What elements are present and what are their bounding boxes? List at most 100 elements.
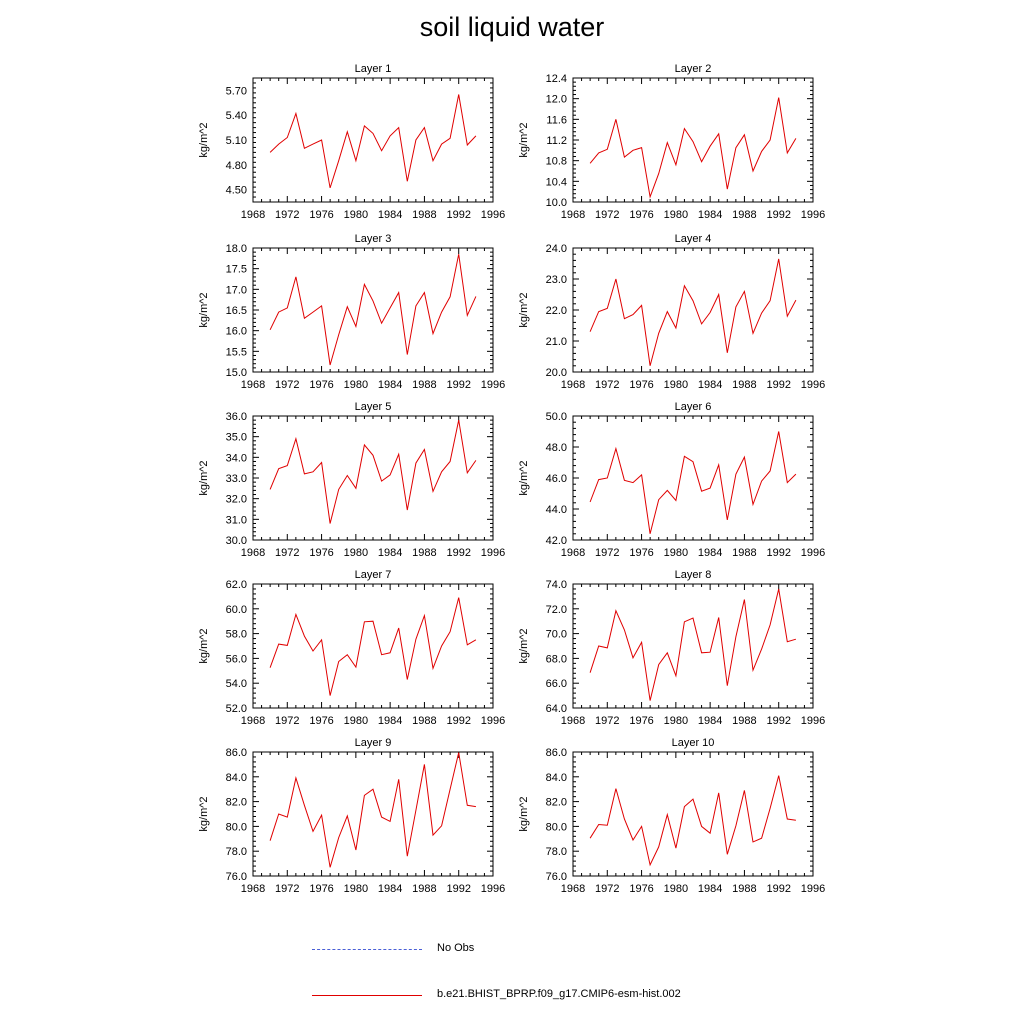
- layer-2-xtick-label: 1976: [629, 209, 653, 221]
- layer-7-ytick-label: 62.0: [226, 579, 247, 591]
- layer-2-series-line: [589, 97, 797, 199]
- layer-2-title: Layer 2: [675, 63, 712, 75]
- layer-2-xtick-label: 1988: [732, 209, 756, 221]
- layer-3-ytick-label: 18.0: [226, 243, 247, 255]
- layer-8-ytick-label: 66.0: [546, 678, 567, 690]
- layer-2-ytick-label: 10.4: [546, 176, 567, 188]
- layer-6-xtick-label: 1988: [732, 547, 756, 559]
- layer-7-ytick-label: 56.0: [226, 653, 247, 665]
- layer-4-xtick-label: 1968: [561, 379, 585, 391]
- layer-4-xtick-label: 1980: [664, 379, 688, 391]
- layer-4-ytick-label: 24.0: [546, 243, 567, 255]
- layer-6-ytick-label: 48.0: [546, 442, 567, 454]
- layer-3-xtick-label: 1992: [446, 379, 470, 391]
- layer-5-ytick-label: 32.0: [226, 494, 247, 506]
- legend-label-no-obs: No Obs: [437, 942, 475, 954]
- layer-7-xtick-label: 1992: [446, 715, 470, 727]
- layer-3-xtick-label: 1988: [412, 379, 436, 391]
- layer-4-xtick-label: 1984: [698, 379, 722, 391]
- layer-2-ylabel: kg/m^2: [518, 122, 530, 157]
- layer-9-ytick-label: 76.0: [226, 871, 247, 883]
- layer-4-series-line: [589, 258, 797, 366]
- layer-7-ytick-label: 58.0: [226, 629, 247, 641]
- layer-10-ylabel: kg/m^2: [518, 796, 530, 831]
- layer-7-xtick-label: 1968: [241, 715, 265, 727]
- layer-6-title: Layer 6: [675, 401, 712, 413]
- layer-8-xtick-label: 1976: [629, 715, 653, 727]
- layer-10-ytick-label: 86.0: [546, 747, 567, 759]
- layer-3-ytick-label: 17.5: [226, 264, 247, 276]
- layer-8-ylabel: kg/m^2: [518, 628, 530, 663]
- layer-3-series-line: [269, 254, 477, 366]
- layer-1-xtick-label: 1980: [344, 209, 368, 221]
- layer-7-xtick-label: 1988: [412, 715, 436, 727]
- layer-6-xtick-label: 1968: [561, 547, 585, 559]
- layer-7-series-line: [269, 597, 477, 696]
- layer-10-xtick-label: 1980: [664, 883, 688, 895]
- layer-3-xtick-label: 1968: [241, 379, 265, 391]
- layer-10-xtick-label: 1992: [766, 883, 790, 895]
- layer-1-xtick-label: 1972: [275, 209, 299, 221]
- layer-2-xtick-label: 1972: [595, 209, 619, 221]
- layer-9-plot-frame: [252, 751, 494, 877]
- layer-7-xtick-label: 1984: [378, 715, 402, 727]
- layer-10-xtick-label: 1968: [561, 883, 585, 895]
- layer-9-ytick-label: 80.0: [226, 821, 247, 833]
- layer-4-xtick-label: 1992: [766, 379, 790, 391]
- layer-5-title: Layer 5: [355, 401, 392, 413]
- layer-2-plot-frame: [572, 77, 814, 203]
- layer-1-ytick-label: 5.70: [226, 85, 247, 97]
- layer-10-xtick-label: 1984: [698, 883, 722, 895]
- layer-5-ytick-label: 34.0: [226, 452, 247, 464]
- layer-7-xtick-label: 1972: [275, 715, 299, 727]
- layer-9-ytick-label: 82.0: [226, 797, 247, 809]
- layer-9-xtick-label: 1980: [344, 883, 368, 895]
- layer-7-ylabel: kg/m^2: [198, 628, 210, 663]
- layer-2-xtick-label: 1980: [664, 209, 688, 221]
- layer-6-ytick-label: 46.0: [546, 473, 567, 485]
- layer-9-xtick-label: 1976: [309, 883, 333, 895]
- legend-label-model: b.e21.BHIST_BPRP.f09_g17.CMIP6-esm-hist.…: [437, 988, 681, 1000]
- layer-3-xtick-label: 1984: [378, 379, 402, 391]
- layer-5-ytick-label: 33.0: [226, 473, 247, 485]
- layer-8-series-line: [589, 588, 797, 701]
- page-title: soil liquid water: [419, 12, 605, 42]
- layer-8-xtick-label: 1968: [561, 715, 585, 727]
- layer-3-ytick-label: 17.0: [226, 284, 247, 296]
- layer-5-ytick-label: 36.0: [226, 411, 247, 423]
- layer-2-ytick-label: 11.2: [546, 135, 567, 147]
- layer-2-xtick-label: 1992: [766, 209, 790, 221]
- layer-6-xtick-label: 1992: [766, 547, 790, 559]
- layer-5-ytick-label: 30.0: [226, 535, 247, 547]
- layer-1-xtick-label: 1984: [378, 209, 402, 221]
- layer-5-xtick-label: 1984: [378, 547, 402, 559]
- layer-5-ytick-label: 31.0: [226, 514, 247, 526]
- layer-4-xtick-label: 1972: [595, 379, 619, 391]
- layer-5-xtick-label: 1980: [344, 547, 368, 559]
- layer-10-title: Layer 10: [672, 737, 715, 749]
- layer-3-ytick-label: 15.5: [226, 346, 247, 358]
- legend-swatch-solid: [312, 995, 422, 996]
- layer-6-ytick-label: 42.0: [546, 535, 567, 547]
- layer-6-xtick-label: 1980: [664, 547, 688, 559]
- layer-5-xtick-label: 1968: [241, 547, 265, 559]
- layer-7-xtick-label: 1976: [309, 715, 333, 727]
- layer-10-ytick-label: 80.0: [546, 821, 567, 833]
- layer-1-xtick-label: 1968: [241, 209, 265, 221]
- layer-3-title: Layer 3: [355, 233, 392, 245]
- layer-7-xtick-label: 1996: [481, 715, 505, 727]
- layer-6-series-line: [589, 431, 797, 534]
- layer-6-ytick-label: 50.0: [546, 411, 567, 423]
- layer-5-xtick-label: 1992: [446, 547, 470, 559]
- layer-1-xtick-label: 1996: [481, 209, 505, 221]
- layer-8-xtick-label: 1992: [766, 715, 790, 727]
- layer-1-plot-frame: [252, 77, 494, 203]
- layer-8-ytick-label: 64.0: [546, 703, 567, 715]
- layer-10-plot-frame: [572, 751, 814, 877]
- layer-9-xtick-label: 1988: [412, 883, 436, 895]
- layer-8-title: Layer 8: [675, 569, 712, 581]
- layer-6-xtick-label: 1984: [698, 547, 722, 559]
- layer-1-ytick-label: 5.10: [226, 135, 247, 147]
- layer-1-ytick-label: 4.50: [226, 185, 247, 197]
- layer-1-xtick-label: 1976: [309, 209, 333, 221]
